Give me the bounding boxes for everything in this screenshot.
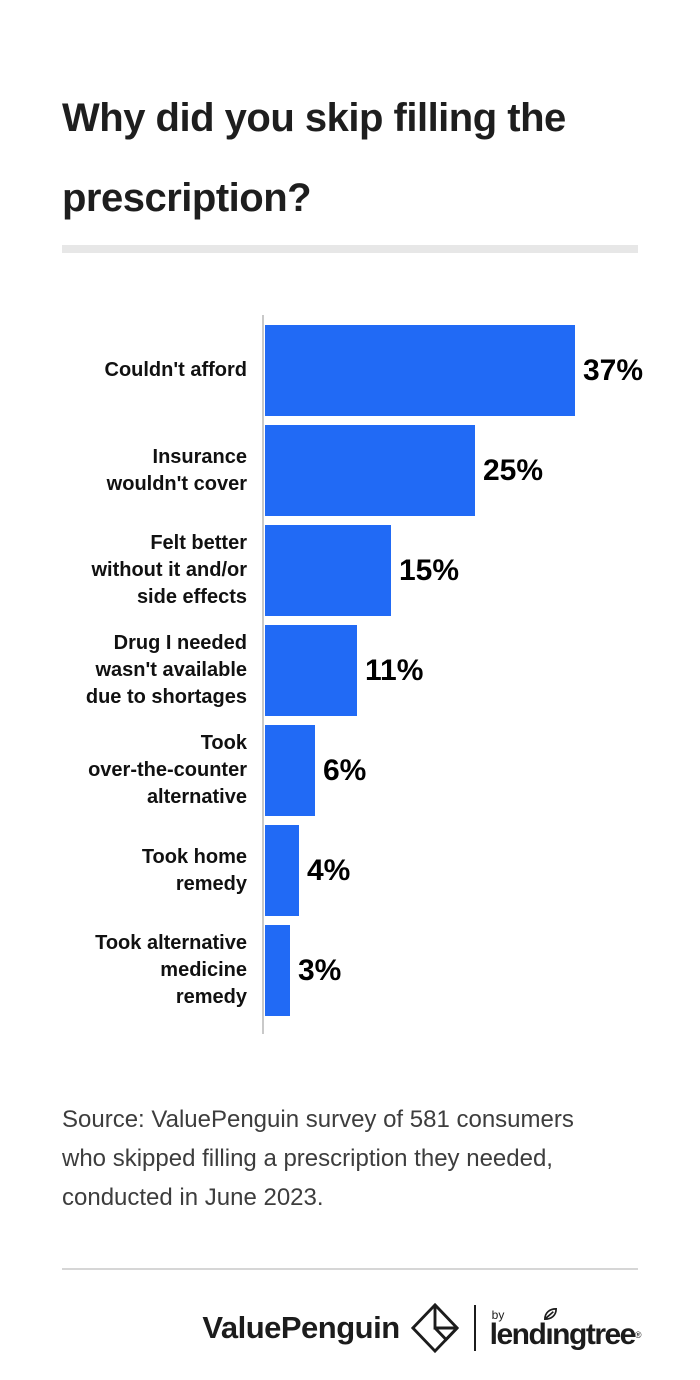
bar [265,925,290,1016]
valuepenguin-diamond-icon [410,1302,459,1354]
chart-row: Drug I needed wasn't available due to sh… [62,625,700,725]
value-label: 6% [323,753,367,787]
title-divider [62,245,638,253]
bar [265,525,391,616]
value-label: 15% [399,553,460,587]
footer-logos: ValuePenguin by lendı ngtree® [62,1302,642,1354]
bar-track: 3% [265,925,341,1016]
value-label: 25% [483,453,544,487]
bar [265,725,315,816]
category-label: Took home remedy [141,845,247,895]
category-label: Took alternative medicine remedy [95,932,247,1008]
chart-row: Took home remedy 4% [62,825,700,925]
leaf-icon [544,1308,558,1321]
bar [265,325,575,416]
chart-rows: Couldn't afford 37% Insurance wouldn't cov… [62,325,700,1025]
valuepenguin-wordmark: ValuePenguin [202,1310,400,1345]
category-label: Took over-the-counter alternative [88,732,247,808]
chart-title: Why did you skip filling the prescriptio… [62,96,566,220]
y-axis-line [262,315,264,1034]
chart-row: Took alternative medicine remedy 3% [62,925,700,1025]
bar [265,625,357,716]
bar [265,825,299,916]
value-label: 3% [298,953,342,987]
footer-divider [62,1268,638,1270]
registered-mark: ® [634,1330,642,1340]
lendingtree-wordmark: lendı ngtree® [490,1308,642,1351]
category-label: Felt better without it and/or side effec… [91,532,247,608]
value-label: 11% [365,653,424,687]
value-label: 37% [583,353,644,387]
category-label: Couldn't afford [104,359,248,381]
value-label: 4% [307,853,351,887]
bar-track: 11% [265,625,423,716]
chart-row: Couldn't afford 37% [62,325,700,425]
logo-separator [473,1305,476,1351]
by-label: by [491,1308,505,1322]
category-label: Insurance wouldn't cover [106,445,247,495]
source-note: Source: ValuePenguin survey of 581 consu… [62,1106,574,1211]
bar-track: 37% [265,325,643,416]
bar-track: 15% [265,525,459,616]
bar-chart: Couldn't afford 37% Insurance wouldn't cov… [62,315,700,1034]
bar-track: 6% [265,725,366,816]
lendingtree-logo: by lendı ngtree® [490,1306,642,1351]
chart-row: Took over-the-counter alternative 6% [62,725,700,825]
bar [265,425,475,516]
bar-track: 25% [265,425,543,516]
bar-track: 4% [265,825,350,916]
category-label: Drug I needed wasn't available due to sh… [85,632,247,708]
chart-row: Insurance wouldn't cover 25% [62,425,700,525]
chart-row: Felt better without it and/or side effec… [62,525,700,625]
